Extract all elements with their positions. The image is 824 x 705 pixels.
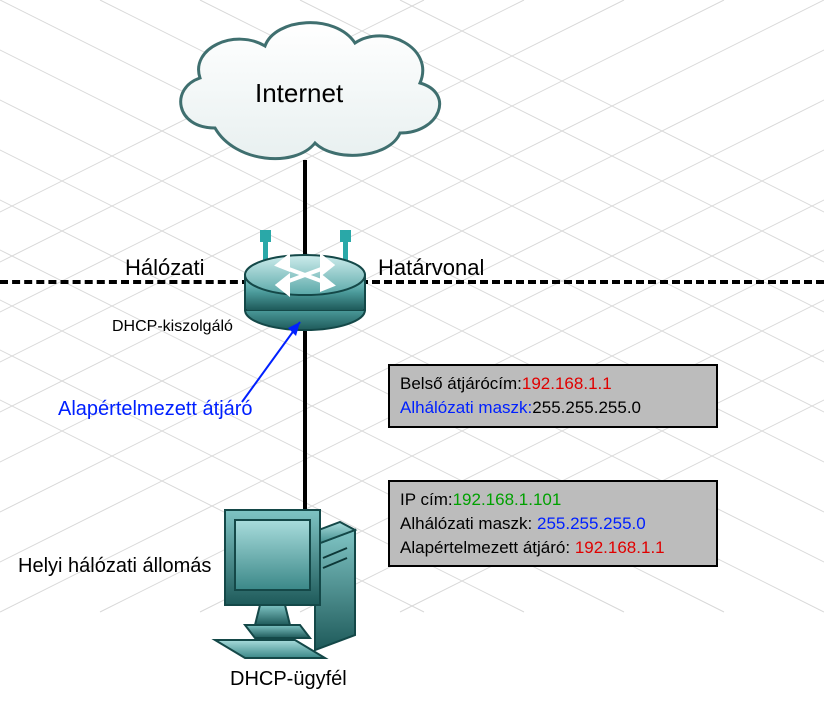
host-r0-p1: 192.168.1.101 [453,490,562,509]
host-row-2: Alapértelmezett átjáró: 192.168.1.1 [400,536,706,560]
host-info-box: IP cím:192.168.1.101 Alhálózati maszk: 2… [388,480,718,567]
gateway-r1-p1: 255.255.255.0 [532,398,641,417]
host-r0-p0: IP cím: [400,490,453,509]
host-r1-p1: 255.255.255.0 [537,514,646,533]
gateway-info-box: Belső átjárócím:192.168.1.1 Alhálózati m… [388,364,718,428]
boundary-right-label: Határvonal [378,255,484,281]
gateway-r1-p0: Alhálózati maszk: [400,398,532,417]
gateway-row-0: Belső átjárócím:192.168.1.1 [400,372,706,396]
host-left-label: Helyi hálózati állomás [18,555,211,578]
host-r1-p0: Alhálózati maszk: [400,514,537,533]
host-r2-p1: 192.168.1.1 [575,538,665,557]
internet-label: Internet [255,78,343,109]
gateway-row-1: Alhálózati maszk:255.255.255.0 [400,396,706,420]
host-below-label: DHCP-ügyfél [230,668,347,691]
gateway-arrow-icon [230,310,320,410]
host-computer-icon [205,490,385,670]
gateway-r0-p1: 192.168.1.1 [522,374,612,393]
gateway-r0-p0: Belső átjárócím: [400,374,522,393]
router-label: DHCP-kiszolgáló [112,318,233,336]
host-r2-p0: Alapértelmezett átjáró: [400,538,575,557]
boundary-left-label: Hálózati [125,255,204,281]
default-gateway-label: Alapértelmezett átjáró [58,398,253,421]
host-row-0: IP cím:192.168.1.101 [400,488,706,512]
host-row-1: Alhálózati maszk: 255.255.255.0 [400,512,706,536]
